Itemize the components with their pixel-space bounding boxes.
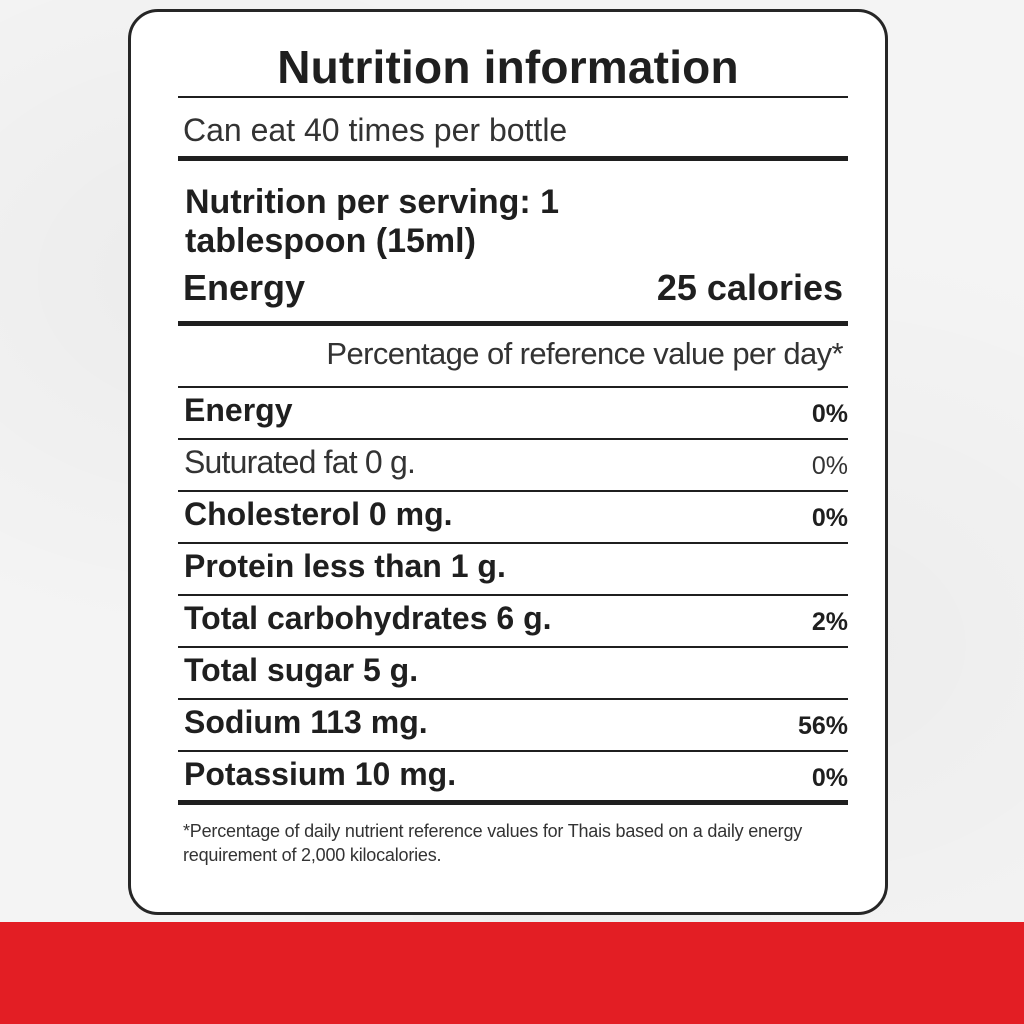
- divider: [178, 490, 848, 492]
- nutrient-percent: 0%: [811, 400, 848, 428]
- nutrient-row-cholesterol: Cholesterol 0 mg. 0%: [178, 492, 848, 544]
- divider: [178, 386, 848, 388]
- nutrient-percent: 0%: [811, 764, 848, 792]
- divider-thick: [178, 800, 848, 805]
- nutrient-row-potassium: Potassium 10 mg. 0%: [178, 752, 848, 804]
- nutrient-row-energy: Energy 0%: [178, 388, 848, 440]
- divider: [178, 646, 848, 648]
- nutrient-row-protein: Protein less than 1 g.: [178, 544, 848, 596]
- nutrient-percent: 0%: [811, 504, 848, 532]
- nutrient-row-carbohydrates: Total carbohydrates 6 g. 2%: [178, 596, 848, 648]
- nutrient-row-sugar: Total sugar 5 g.: [178, 648, 848, 700]
- label-title: Nutrition information: [277, 41, 739, 93]
- nutrient-label: Cholesterol 0 mg.: [184, 496, 453, 532]
- divider: [178, 438, 848, 440]
- red-accent-band: [0, 922, 1024, 1024]
- percent-daily-header: Percentage of reference value per day*: [326, 336, 843, 371]
- nutrient-label: Protein less than 1 g.: [184, 548, 506, 584]
- divider: [178, 594, 848, 596]
- divider-thick: [178, 321, 848, 326]
- nutrient-label: Energy: [184, 392, 293, 428]
- nutrient-label: Suturated fat 0 g.: [184, 444, 416, 480]
- divider-thick: [178, 156, 848, 161]
- nutrient-label: Potassium 10 mg.: [184, 756, 457, 792]
- divider: [178, 542, 848, 544]
- footnote: *Percentage of daily nutrient reference …: [183, 821, 803, 865]
- serving-size: Nutrition per serving: 1 tablespoon (15m…: [185, 183, 560, 260]
- nutrient-percent: 56%: [797, 712, 848, 740]
- nutrient-label: Sodium 113 mg.: [184, 704, 428, 740]
- energy-label: Energy: [183, 267, 306, 308]
- nutrition-label-panel: Nutrition information Can eat 40 times p…: [128, 9, 888, 915]
- servings-per-container: Can eat 40 times per bottle: [183, 112, 568, 148]
- nutrient-row-saturated-fat: Suturated fat 0 g. 0%: [178, 440, 848, 492]
- nutrient-label: Total carbohydrates 6 g.: [184, 600, 552, 636]
- divider: [178, 750, 848, 752]
- nutrient-percent: 0%: [811, 452, 848, 480]
- divider: [178, 96, 848, 98]
- nutrient-row-sodium: Sodium 113 mg. 56%: [178, 700, 848, 752]
- divider: [178, 698, 848, 700]
- nutrient-label: Total sugar 5 g.: [184, 652, 419, 688]
- nutrient-percent: 2%: [811, 608, 848, 636]
- energy-value: 25 calories: [656, 267, 843, 308]
